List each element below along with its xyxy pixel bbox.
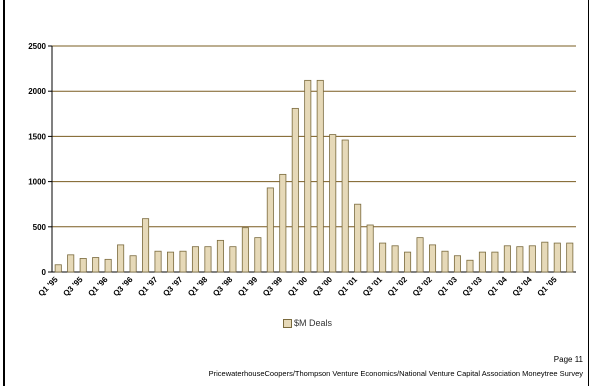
bar — [254, 237, 262, 273]
bar — [503, 245, 511, 273]
page-number: Page 11 — [553, 355, 583, 364]
bar — [354, 203, 362, 273]
bar — [366, 224, 374, 273]
x-tick-label: Q1 '96 — [86, 275, 110, 299]
x-tick-label: Q1 '03 — [436, 275, 460, 299]
x-tick-label: Q3 '96 — [111, 275, 135, 299]
y-axis-ticks: 0 500 1000 1500 2000 2500 — [28, 42, 576, 277]
bars — [54, 79, 574, 273]
bar — [491, 251, 499, 273]
x-tick-label: Q1 '01 — [336, 275, 360, 299]
bar — [67, 254, 75, 273]
x-axis-ticks: Q1 '95 Q3 '95 Q1 '96 Q3 '96 Q1 '97 Q3 '97 Q1 '… — [37, 275, 560, 299]
bar — [516, 246, 524, 273]
y-tick-label: 1500 — [28, 132, 46, 141]
bar — [478, 251, 486, 273]
x-tick-label: Q1 '02 — [386, 275, 410, 299]
bar — [391, 245, 399, 273]
x-tick-label: Q3 '03 — [461, 275, 485, 299]
bar — [379, 242, 387, 273]
x-tick-label: Q3 '97 — [161, 275, 185, 299]
x-tick-label: Q1 '98 — [186, 275, 210, 299]
bar — [329, 134, 337, 273]
legend: $M Deals — [283, 318, 332, 328]
bar — [553, 242, 561, 273]
source-note: PricewaterhouseCoopers/Thompson Venture … — [208, 369, 583, 378]
x-tick-label: Q1 '97 — [136, 275, 160, 299]
x-tick-label: Q1 '99 — [236, 275, 260, 299]
x-tick-label: Q3 '01 — [361, 275, 385, 299]
bar — [179, 250, 187, 273]
bar — [154, 250, 162, 273]
y-tick-label: 500 — [33, 223, 47, 232]
bar — [54, 264, 62, 273]
bar — [316, 79, 324, 273]
bar — [429, 244, 437, 273]
bar — [241, 227, 249, 273]
bar — [79, 258, 87, 273]
legend-label: $M Deals — [294, 318, 333, 328]
legend-swatch — [283, 318, 292, 328]
bar — [304, 79, 312, 273]
x-tick-label: Q3 '99 — [261, 275, 285, 299]
bar — [229, 246, 237, 273]
bar — [104, 258, 112, 273]
y-tick-label: 1000 — [28, 178, 46, 187]
bar — [466, 259, 474, 273]
bar — [279, 173, 287, 273]
bar — [541, 241, 549, 273]
bar — [341, 139, 349, 273]
bar — [204, 246, 212, 273]
bar — [404, 251, 412, 273]
bar — [528, 245, 536, 273]
bar — [92, 257, 100, 273]
bar — [216, 239, 224, 273]
x-tick-label: Q3 '00 — [311, 275, 335, 299]
bar — [266, 187, 274, 273]
y-tick-label: 2500 — [28, 42, 46, 51]
x-tick-label: Q1 '04 — [486, 275, 510, 299]
slide-border — [3, 0, 589, 386]
x-tick-label: Q1 '95 — [37, 275, 61, 299]
bar — [167, 251, 175, 273]
gridlines — [52, 45, 576, 273]
bar — [129, 255, 137, 273]
bar — [117, 244, 125, 273]
x-tick-label: Q1 '00 — [286, 275, 310, 299]
x-tick-label: Q3 '95 — [61, 275, 85, 299]
bar — [441, 250, 449, 273]
bar — [453, 255, 461, 273]
y-tick-label: 2000 — [28, 87, 46, 96]
x-tick-label: Q3 '98 — [211, 275, 235, 299]
bar — [416, 237, 424, 273]
y-tick-label: 0 — [42, 268, 47, 277]
x-tick-label: Q1 '05 — [536, 275, 560, 299]
x-tick-label: Q3 '04 — [511, 275, 535, 299]
x-tick-label: Q3 '02 — [411, 275, 435, 299]
bar — [191, 246, 199, 273]
bar — [291, 107, 299, 273]
bar — [142, 218, 150, 273]
bar — [566, 242, 574, 273]
